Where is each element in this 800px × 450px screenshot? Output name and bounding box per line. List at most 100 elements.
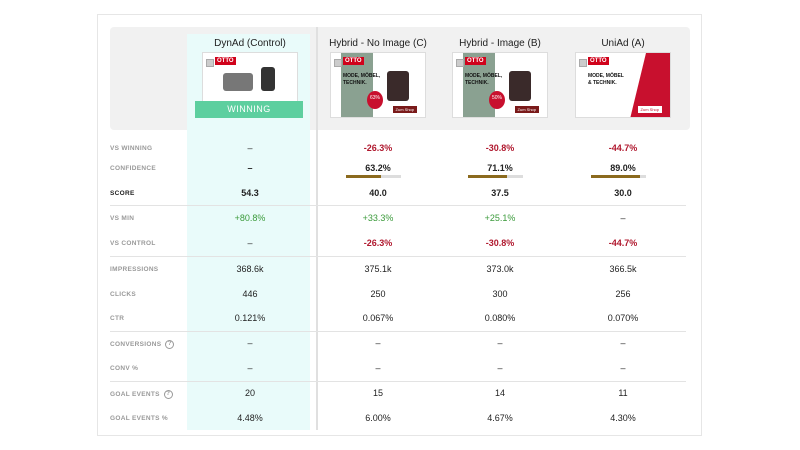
cell-vs_min: +80.8%: [234, 213, 266, 223]
winning-badge: WINNING: [195, 101, 303, 118]
otto-logo: OTTO: [588, 57, 609, 65]
cell-confidence: –: [247, 163, 253, 173]
cell-vs_control: -44.7%: [608, 238, 638, 248]
row-label-clicks: CLICKS: [110, 291, 136, 298]
row-divider: [110, 205, 686, 206]
ad-menu-icon: [456, 59, 464, 67]
discount-badge: 50%: [489, 91, 505, 109]
cell-conversions: –: [497, 338, 503, 348]
cell-score: 30.0: [614, 188, 632, 198]
cell-conversions: –: [247, 338, 253, 348]
cell-conv_pct: –: [620, 363, 626, 373]
otto-logo: OTTO: [215, 57, 236, 65]
cell-confidence: 71.1%: [487, 163, 513, 173]
product-image: [223, 73, 253, 91]
cell-score: 37.5: [491, 188, 509, 198]
cell-clicks: 446: [242, 289, 258, 299]
otto-logo: OTTO: [343, 57, 364, 65]
row-label-vs_control: VS CONTROL: [110, 240, 156, 247]
ad-menu-icon: [206, 59, 214, 67]
ad-cta: Zum Shop: [514, 106, 539, 113]
confidence-bar-fill: [346, 175, 381, 178]
cell-impressions: 373.0k: [486, 264, 514, 274]
product-image: [387, 71, 409, 101]
cell-ctr: 0.121%: [234, 313, 266, 323]
row-label-conv_pct: CONV %: [110, 365, 139, 372]
row-label-conversions: CONVERSIONS?: [110, 340, 175, 349]
ad-preview[interactable]: OTTO MODE, MÖBEL & TECHNIK. Zum Shop: [575, 52, 671, 118]
row-label-vs_winning: VS WINNING: [110, 145, 153, 152]
cell-conv_pct: –: [497, 363, 503, 373]
product-image: [509, 71, 531, 101]
cell-conv_pct: –: [247, 363, 253, 373]
variant-title: Hybrid - Image (B): [459, 38, 541, 49]
variant-title: UniAd (A): [601, 38, 645, 49]
cell-goal_events: 20: [244, 388, 255, 398]
product-image: [261, 67, 275, 91]
ad-menu-icon: [334, 59, 342, 67]
cell-clicks: 256: [615, 289, 631, 299]
cell-vs_winning: –: [247, 143, 253, 153]
confidence-bar-fill: [468, 175, 508, 178]
confidence-bar: [591, 175, 646, 178]
cell-conversions: –: [375, 338, 381, 348]
ad-cta: Zum Shop: [392, 106, 417, 113]
ad-menu-icon: [579, 59, 587, 67]
cell-goal_events_pct: 6.00%: [365, 413, 391, 423]
row-divider: [110, 331, 686, 332]
cell-vs_control: –: [247, 238, 253, 248]
help-icon[interactable]: ?: [163, 390, 173, 399]
cell-ctr: 0.070%: [607, 313, 639, 323]
cell-vs_winning: -30.8%: [485, 143, 515, 153]
cell-score: 54.3: [241, 188, 259, 198]
column-divider: [316, 27, 318, 430]
row-divider: [110, 256, 686, 257]
cell-goal_events_pct: 4.48%: [237, 413, 263, 423]
cell-vs_control: -26.3%: [363, 238, 393, 248]
row-label-score: SCORE: [110, 190, 135, 197]
cell-impressions: 375.1k: [364, 264, 392, 274]
ad-headline: MODE, MÖBEL & TECHNIK.: [588, 73, 624, 86]
cell-goal_events: 11: [618, 388, 628, 398]
cell-confidence: 89.0%: [610, 163, 636, 173]
row-divider: [110, 381, 686, 382]
row-label-goal_events: GOAL EVENTS?: [110, 390, 173, 399]
cell-impressions: 368.6k: [236, 264, 264, 274]
cell-vs_control: -30.8%: [485, 238, 515, 248]
otto-logo: OTTO: [465, 57, 486, 65]
cell-clicks: 300: [492, 289, 508, 299]
row-label-impressions: IMPRESSIONS: [110, 266, 159, 273]
ad-headline: MODE, MÖBEL, TECHNIK.: [465, 73, 503, 86]
cell-vs_min: –: [620, 213, 626, 223]
confidence-bar-fill: [591, 175, 640, 178]
cell-conv_pct: –: [375, 363, 381, 373]
cell-vs_winning: -44.7%: [608, 143, 638, 153]
ad-cta: Zum Shop: [637, 106, 662, 113]
variant-title: Hybrid - No Image (C): [329, 38, 427, 49]
variant-title: DynAd (Control): [214, 38, 286, 49]
cell-vs_min: +25.1%: [484, 213, 516, 223]
cell-goal_events_pct: 4.67%: [487, 413, 513, 423]
ad-preview[interactable]: OTTO MODE, MÖBEL, TECHNIK. 63% Zum Shop: [330, 52, 426, 118]
cell-impressions: 366.5k: [609, 264, 637, 274]
cell-score: 40.0: [369, 188, 387, 198]
cell-conversions: –: [620, 338, 626, 348]
cell-vs_min: +33.3%: [362, 213, 394, 223]
cell-ctr: 0.080%: [484, 313, 516, 323]
confidence-bar: [468, 175, 523, 178]
cell-clicks: 250: [370, 289, 386, 299]
cell-goal_events: 14: [494, 388, 505, 398]
cell-confidence: 63.2%: [365, 163, 391, 173]
ad-preview[interactable]: OTTO MODE, MÖBEL, TECHNIK. 50% Zum Shop: [452, 52, 548, 118]
row-label-ctr: CTR: [110, 315, 125, 322]
ad-headline: MODE, MÖBEL, TECHNIK.: [343, 73, 381, 86]
row-label-vs_min: VS MIN: [110, 215, 135, 222]
help-icon[interactable]: ?: [165, 340, 175, 349]
discount-badge: 63%: [367, 91, 383, 109]
cell-goal_events_pct: 4.30%: [610, 413, 636, 423]
row-label-confidence: CONFIDENCE: [110, 165, 156, 172]
confidence-bar: [346, 175, 401, 178]
cell-ctr: 0.067%: [362, 313, 394, 323]
cell-goal_events: 15: [372, 388, 383, 398]
row-label-goal_events_pct: GOAL EVENTS %: [110, 415, 168, 422]
